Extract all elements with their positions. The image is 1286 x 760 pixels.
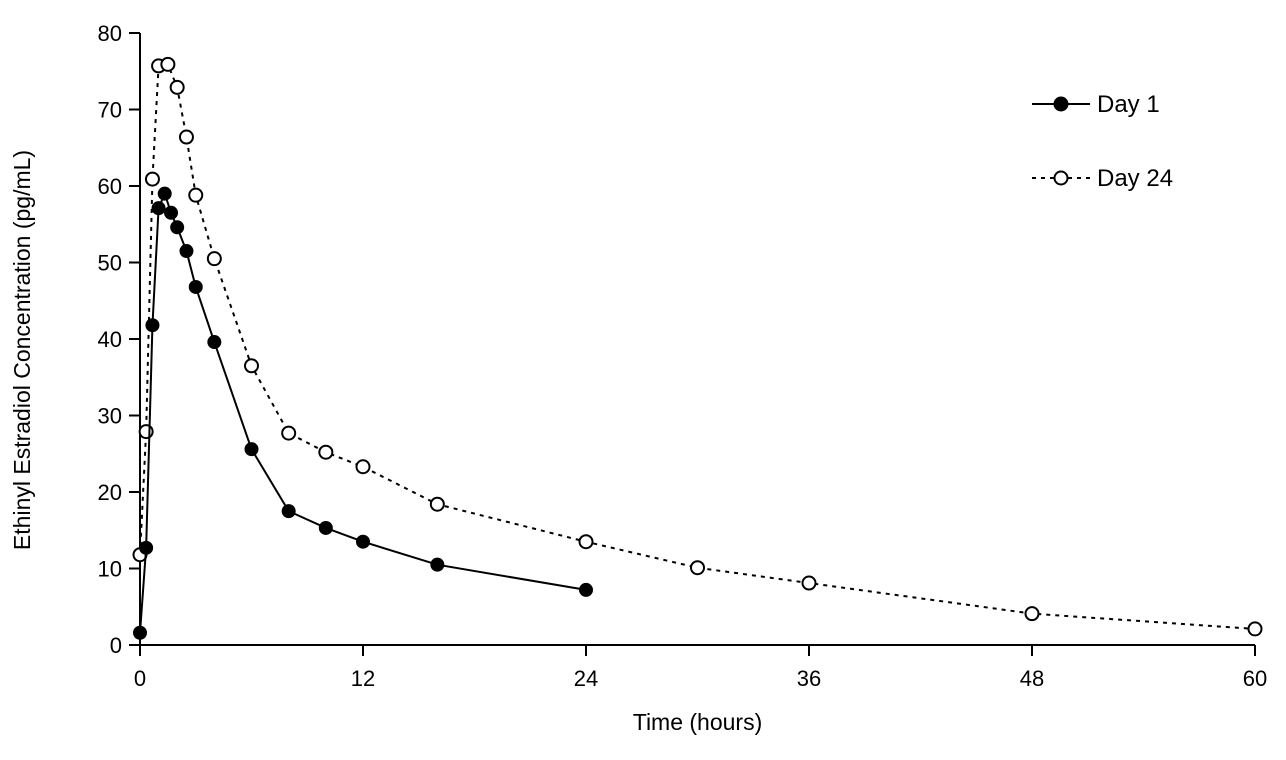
y-tick-label: 10 [98, 557, 122, 582]
series-day-1-marker [188, 279, 203, 294]
series-day-1-marker [145, 318, 160, 333]
legend-label: Day 24 [1097, 165, 1173, 192]
series-day-24-marker [355, 459, 371, 475]
x-tick-label: 0 [134, 666, 146, 691]
series-day-24-line [139, 63, 1256, 630]
legend-filled-circle-marker [1053, 96, 1069, 112]
x-tick-label: 36 [797, 666, 821, 691]
x-axis-title: Time (hours) [633, 709, 763, 735]
series-day-24-marker [281, 425, 297, 441]
y-tick-label: 40 [98, 327, 122, 352]
series-day-24-marker [138, 424, 154, 440]
series-day-1-marker [133, 625, 147, 640]
series-day-1-marker [151, 201, 166, 216]
series-day-24-marker [178, 129, 194, 145]
series-day-1-marker [170, 220, 185, 235]
series-day-1-marker [318, 520, 333, 535]
y-tick-label: 60 [98, 174, 122, 199]
series-day-24-marker [144, 171, 160, 187]
series-day-24-marker [160, 56, 176, 72]
series-day-24-marker [801, 575, 817, 591]
series-day-1-marker [207, 335, 222, 350]
series-day-24-marker [690, 560, 705, 576]
y-tick-label: 80 [98, 21, 122, 46]
y-axis-title: Ethinyl Estradiol Concentration (pg/mL) [9, 150, 35, 550]
y-tick-label: 50 [98, 251, 122, 276]
y-tick-label: 70 [98, 98, 122, 123]
series-day-1-line [139, 190, 587, 633]
series-day-1-marker [356, 534, 370, 549]
y-tick-label: 30 [98, 404, 122, 429]
legend-label: Day 1 [1097, 91, 1160, 118]
series-day-1-marker [281, 504, 296, 519]
y-tick-label: 20 [98, 480, 122, 505]
x-tick-label: 24 [574, 666, 598, 691]
x-tick-label: 60 [1243, 666, 1267, 691]
series-day-1-marker [179, 244, 194, 259]
series-day-24-marker [1247, 621, 1263, 637]
series-day-1-marker [244, 442, 259, 457]
series-day-24-marker [206, 251, 222, 267]
series-day-1-marker [139, 540, 154, 555]
y-tick-label: 0 [110, 633, 122, 658]
series-day-1-marker [579, 582, 593, 597]
series-day-24-marker [578, 534, 594, 550]
series-day-24-marker [169, 79, 185, 95]
x-tick-label: 48 [1020, 666, 1044, 691]
legend-open-circle-marker [1053, 170, 1069, 186]
series-day-24-marker [1024, 606, 1040, 622]
series-day-24-marker [318, 444, 334, 460]
series-day-1-marker [430, 557, 445, 572]
series-day-1-marker [157, 186, 172, 201]
series-day-24-marker [244, 358, 259, 374]
series-day-24-marker [188, 187, 204, 203]
series-day-1-marker [164, 205, 179, 220]
x-tick-label: 12 [351, 666, 375, 691]
series-day-24-marker [429, 496, 445, 512]
